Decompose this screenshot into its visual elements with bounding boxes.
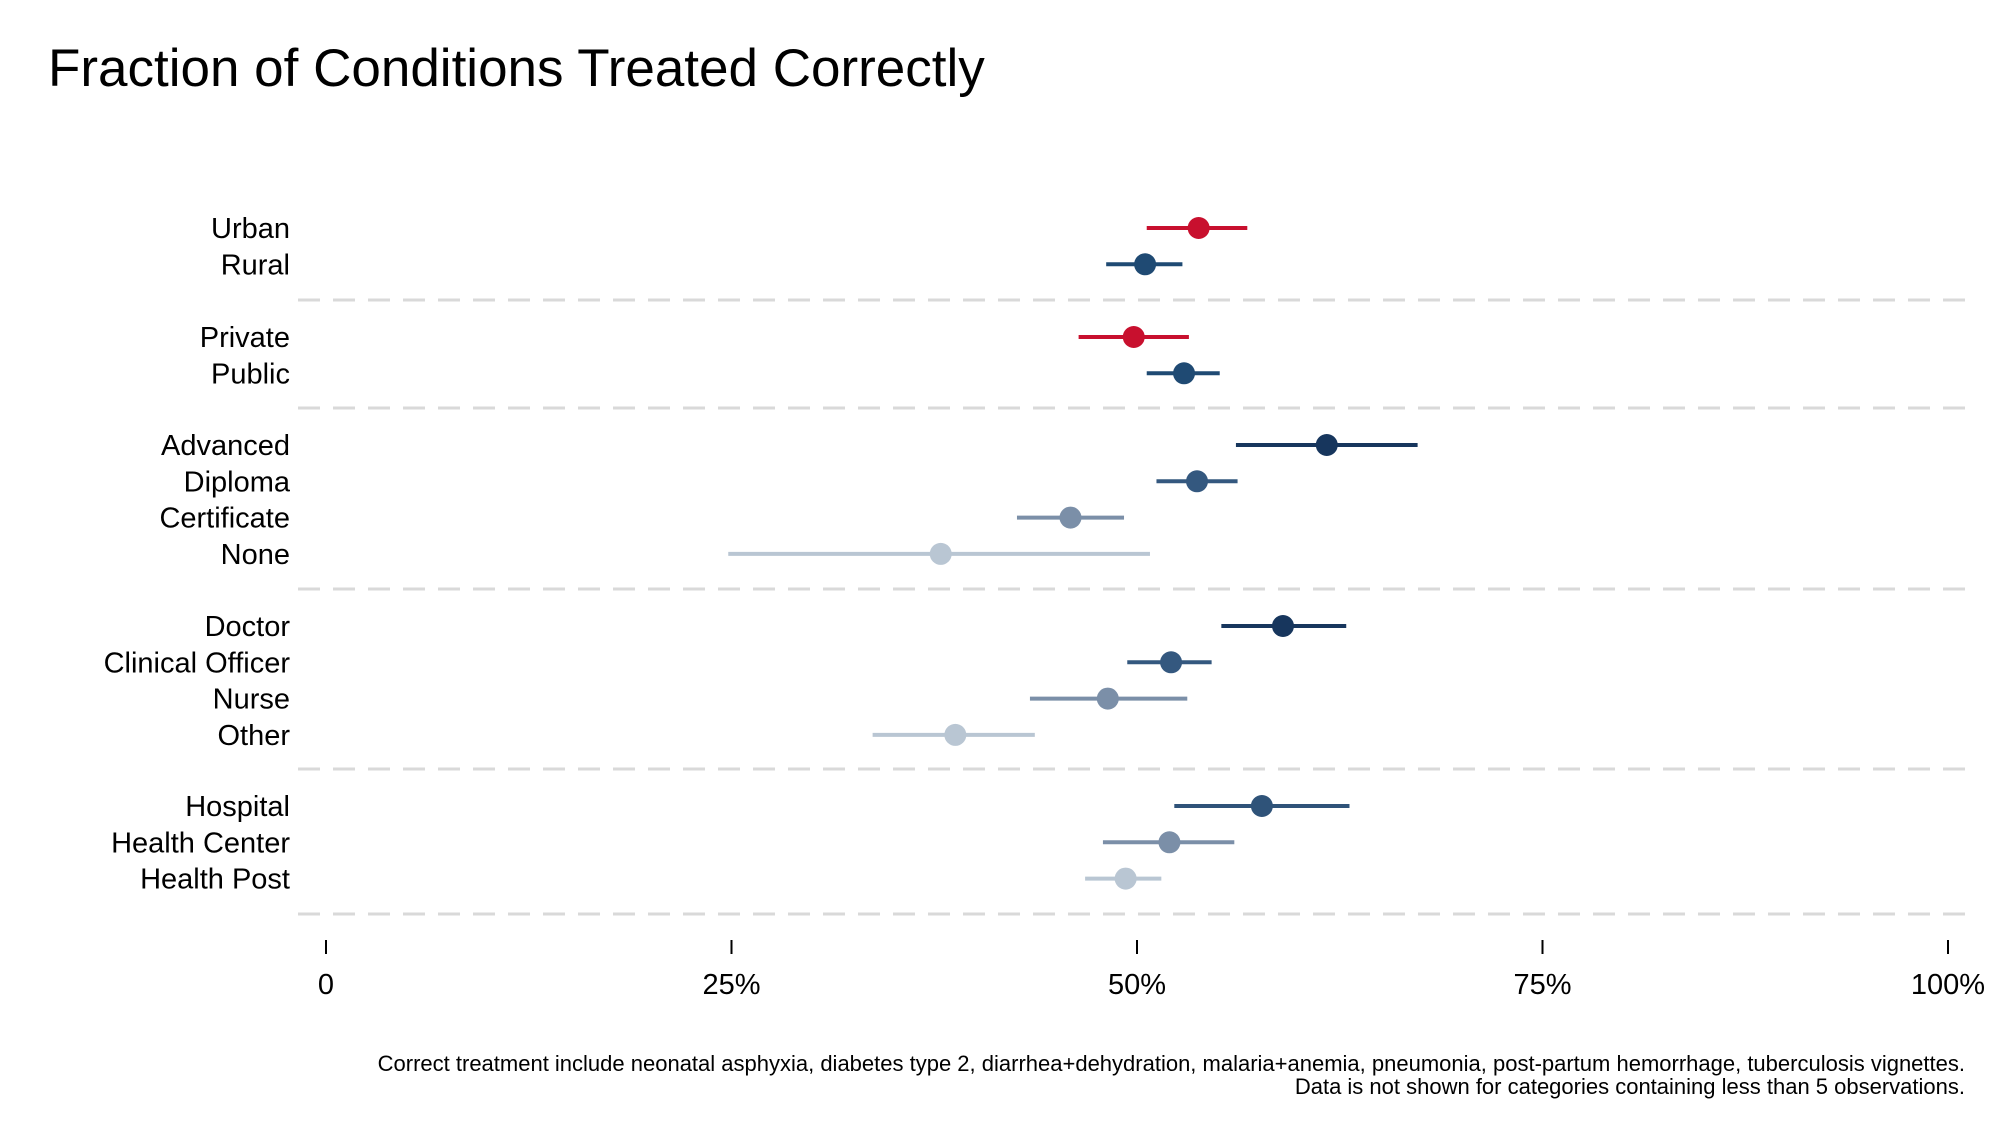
x-tick-label: 75% xyxy=(1513,969,1571,1001)
row-label-none: None xyxy=(221,539,290,571)
point-rural xyxy=(1134,253,1157,276)
row-label-urban: Urban xyxy=(211,213,290,245)
row-label-doctor: Doctor xyxy=(205,611,291,643)
row-label-certificate: Certificate xyxy=(159,503,290,535)
row-label-public: Public xyxy=(211,358,290,390)
point-health-center xyxy=(1158,831,1181,854)
x-tick-label: 100% xyxy=(1911,969,1985,1001)
footnote-conditions: Correct treatment include neonatal asphy… xyxy=(377,1051,1965,1076)
point-doctor xyxy=(1271,615,1294,637)
row-label-advanced: Advanced xyxy=(161,430,290,462)
point-private xyxy=(1122,326,1145,348)
row-label-nurse: Nurse xyxy=(213,684,290,716)
row-label-health-post: Health Post xyxy=(140,864,290,896)
row-label-rural: Rural xyxy=(221,249,290,281)
footnote-data-threshold: Data is not shown for categories contain… xyxy=(1294,1074,1965,1099)
point-none xyxy=(929,542,952,565)
x-tick-label: 50% xyxy=(1108,969,1166,1001)
point-clinical-officer xyxy=(1160,651,1183,674)
row-label-clinical-officer: Clinical Officer xyxy=(104,647,291,679)
row-label-hospital: Hospital xyxy=(185,791,290,823)
x-tick-label: 25% xyxy=(702,969,760,1001)
chart-title: Fraction of Conditions Treated Correctly xyxy=(48,39,985,98)
point-hospital xyxy=(1250,795,1273,817)
point-public xyxy=(1173,362,1196,385)
row-label-diploma: Diploma xyxy=(184,466,291,498)
point-urban xyxy=(1187,217,1210,239)
x-tick-label: 0 xyxy=(318,969,334,1001)
point-diploma xyxy=(1186,470,1209,493)
point-health-post xyxy=(1114,867,1137,890)
point-nurse xyxy=(1096,687,1119,710)
point-certificate xyxy=(1059,506,1082,529)
point-other xyxy=(944,723,967,746)
point-advanced xyxy=(1315,434,1338,456)
row-label-other: Other xyxy=(217,720,290,752)
row-label-health-center: Health Center xyxy=(111,827,290,859)
row-label-private: Private xyxy=(200,322,290,354)
